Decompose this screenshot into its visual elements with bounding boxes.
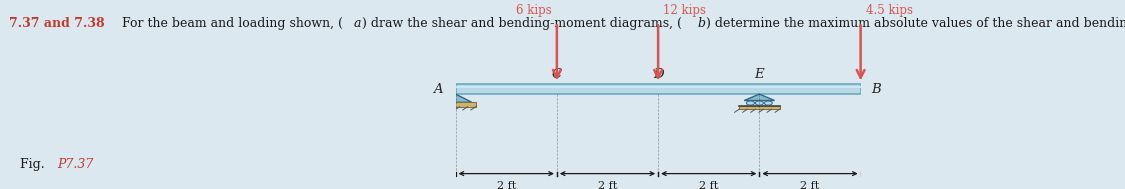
Bar [456,86,861,88]
Text: P7.37: P7.37 [57,158,93,171]
Text: 2 ft: 2 ft [496,181,516,189]
Text: 6 kips: 6 kips [516,4,552,17]
Text: E: E [755,67,764,81]
Text: ) determine the maximum absolute values of the shear and bending moment.: ) determine the maximum absolute values … [706,17,1125,30]
Text: 7.37 and 7.38: 7.37 and 7.38 [9,17,105,30]
Text: 2 ft: 2 ft [800,181,820,189]
Text: Fig.: Fig. [20,158,48,171]
Bar [456,84,861,94]
Text: A: A [433,83,443,96]
Text: 4.5 kips: 4.5 kips [866,4,912,17]
Polygon shape [745,94,774,101]
Text: B: B [871,83,881,96]
Polygon shape [440,94,471,102]
Text: ) draw the shear and bending-moment diagrams, (: ) draw the shear and bending-moment diag… [362,17,682,30]
Text: 2 ft: 2 ft [597,181,618,189]
Text: D: D [652,67,664,81]
Text: C: C [552,67,562,81]
Bar [435,102,476,107]
Text: a: a [353,17,361,30]
Circle shape [746,101,755,105]
Text: 2 ft: 2 ft [699,181,719,189]
Circle shape [755,101,764,105]
Text: b: b [698,17,705,30]
Text: For the beam and loading shown, (: For the beam and loading shown, ( [114,17,343,30]
Text: 12 kips: 12 kips [664,4,706,17]
Bar [739,106,780,109]
Circle shape [764,101,773,105]
